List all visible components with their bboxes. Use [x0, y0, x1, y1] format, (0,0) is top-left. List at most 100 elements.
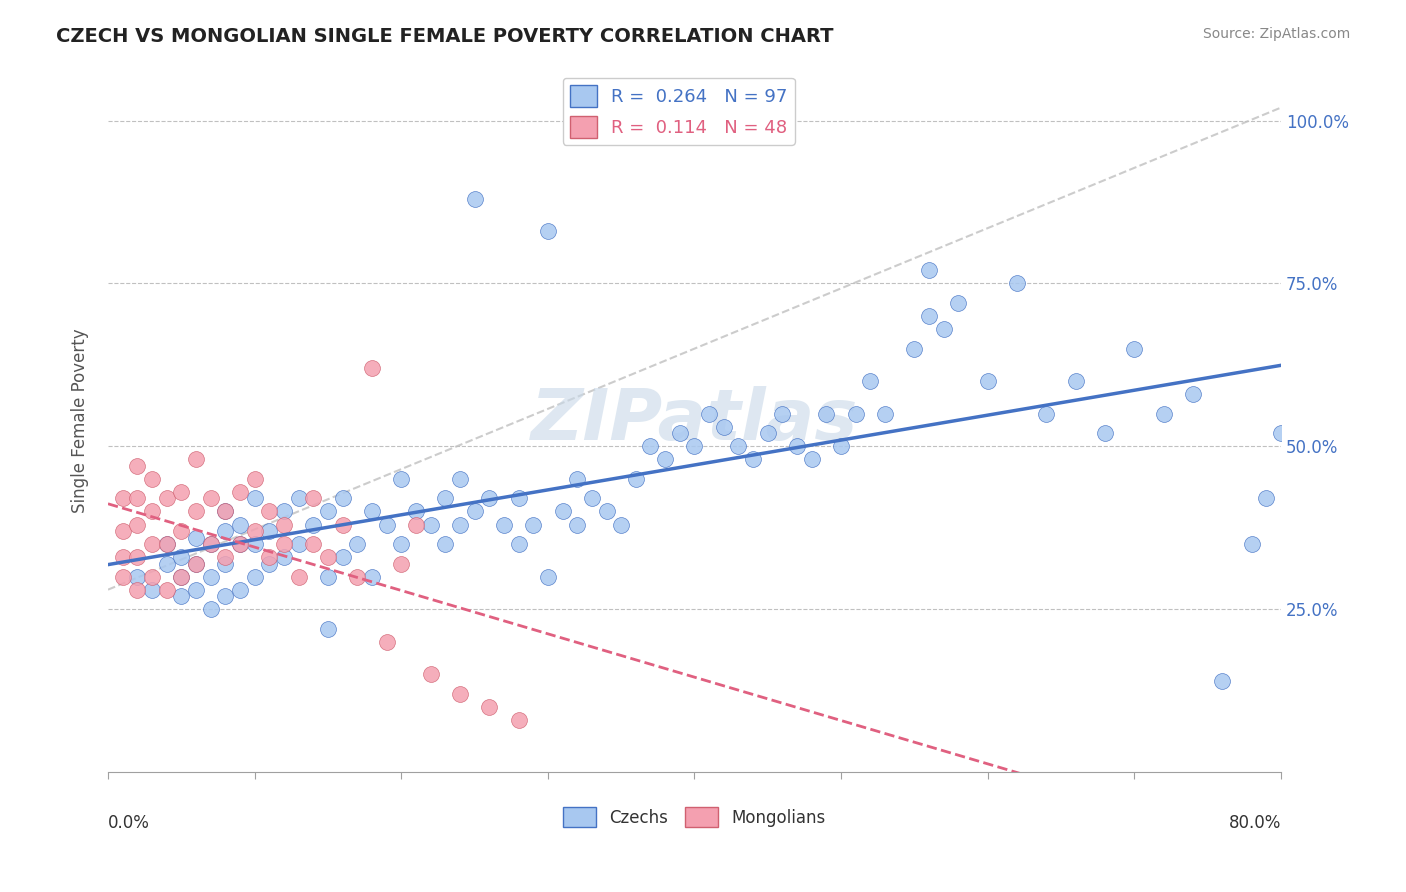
Point	[127, 517, 149, 532]
Point	[170, 524, 193, 538]
Point	[127, 458, 149, 473]
Point	[1064, 374, 1087, 388]
Point	[1270, 426, 1292, 441]
Point	[229, 485, 252, 500]
Point	[141, 504, 163, 518]
Point	[727, 439, 749, 453]
Point	[332, 550, 354, 565]
Point	[756, 426, 779, 441]
Point	[332, 491, 354, 506]
Point	[229, 537, 252, 551]
Point	[184, 452, 207, 467]
Point	[184, 557, 207, 571]
Text: ZIPatlas: ZIPatlas	[531, 385, 858, 455]
Point	[434, 537, 457, 551]
Point	[141, 472, 163, 486]
Point	[170, 485, 193, 500]
Point	[259, 524, 281, 538]
Point	[932, 322, 955, 336]
Point	[419, 667, 441, 681]
Point	[508, 491, 530, 506]
Point	[654, 452, 676, 467]
Point	[214, 550, 236, 565]
Point	[948, 296, 970, 310]
Point	[581, 491, 603, 506]
Point	[229, 582, 252, 597]
Point	[537, 569, 560, 583]
Text: Source: ZipAtlas.com: Source: ZipAtlas.com	[1202, 27, 1350, 41]
Point	[464, 504, 486, 518]
Point	[1094, 426, 1116, 441]
Point	[815, 407, 838, 421]
Point	[141, 537, 163, 551]
Point	[259, 557, 281, 571]
Point	[156, 582, 179, 597]
Point	[243, 569, 266, 583]
Point	[464, 192, 486, 206]
Point	[273, 504, 295, 518]
Point	[214, 504, 236, 518]
Point	[156, 537, 179, 551]
Point	[361, 361, 384, 376]
Point	[214, 557, 236, 571]
Point	[316, 550, 339, 565]
Point	[449, 472, 471, 486]
Point	[229, 517, 252, 532]
Point	[551, 504, 574, 518]
Point	[141, 569, 163, 583]
Point	[273, 550, 295, 565]
Point	[434, 491, 457, 506]
Point	[1005, 277, 1028, 291]
Text: 0.0%: 0.0%	[108, 814, 150, 832]
Point	[273, 537, 295, 551]
Point	[1035, 407, 1057, 421]
Point	[875, 407, 897, 421]
Point	[624, 472, 647, 486]
Point	[184, 582, 207, 597]
Point	[508, 537, 530, 551]
Point	[478, 491, 501, 506]
Point	[522, 517, 544, 532]
Point	[200, 537, 222, 551]
Point	[772, 407, 794, 421]
Point	[918, 309, 941, 323]
Point	[214, 504, 236, 518]
Point	[170, 569, 193, 583]
Point	[214, 524, 236, 538]
Point	[1181, 387, 1204, 401]
Point	[170, 550, 193, 565]
Point	[302, 517, 325, 532]
Point	[229, 537, 252, 551]
Point	[259, 504, 281, 518]
Point	[184, 504, 207, 518]
Point	[200, 569, 222, 583]
Point	[127, 550, 149, 565]
Point	[595, 504, 617, 518]
Point	[346, 569, 368, 583]
Point	[127, 569, 149, 583]
Point	[184, 531, 207, 545]
Text: CZECH VS MONGOLIAN SINGLE FEMALE POVERTY CORRELATION CHART: CZECH VS MONGOLIAN SINGLE FEMALE POVERTY…	[56, 27, 834, 45]
Point	[375, 634, 398, 648]
Point	[111, 491, 134, 506]
Point	[492, 517, 515, 532]
Point	[669, 426, 692, 441]
Point	[156, 491, 179, 506]
Point	[127, 491, 149, 506]
Point	[610, 517, 633, 532]
Point	[111, 550, 134, 565]
Point	[200, 491, 222, 506]
Point	[200, 602, 222, 616]
Point	[302, 491, 325, 506]
Point	[742, 452, 765, 467]
Point	[259, 550, 281, 565]
Point	[389, 557, 412, 571]
Legend: Czechs, Mongolians: Czechs, Mongolians	[557, 800, 832, 834]
Point	[1256, 491, 1278, 506]
Point	[419, 517, 441, 532]
Point	[243, 524, 266, 538]
Point	[449, 517, 471, 532]
Point	[111, 569, 134, 583]
Point	[111, 524, 134, 538]
Point	[170, 589, 193, 603]
